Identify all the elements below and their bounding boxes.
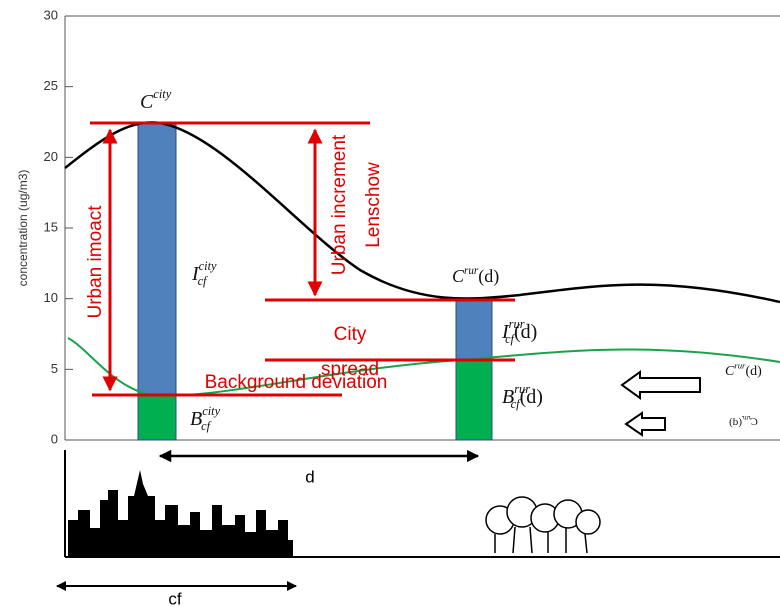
math-sup: rur xyxy=(734,360,746,370)
math-base: C xyxy=(140,91,154,113)
math-sub: cf xyxy=(198,274,208,288)
trees xyxy=(486,497,600,553)
city-skyline xyxy=(68,470,293,557)
hollow-arrow xyxy=(626,413,665,435)
math-suffix: (d) xyxy=(729,416,742,428)
y-tick-label: 5 xyxy=(51,361,58,376)
y-tick-label: 10 xyxy=(44,290,58,305)
math-sup: city xyxy=(199,259,217,273)
math-sup: city xyxy=(202,404,220,418)
city-background-bar xyxy=(138,395,176,440)
rural-background-bar xyxy=(456,360,492,440)
annotation: Urban increment xyxy=(329,134,350,275)
y-tick-label: 20 xyxy=(44,149,58,164)
math-sup: city xyxy=(153,87,171,101)
math-label: Crur(d) xyxy=(452,264,499,287)
diagram: concentration (ug/m3) 0 5 10 15 20 25 30 Urban… xyxy=(0,0,780,607)
annotation: Background deviation xyxy=(205,372,388,393)
annotation: Lenschow xyxy=(363,162,384,248)
y-axis-label: concentration (ug/m3) xyxy=(16,170,30,287)
y-tick-label: 0 xyxy=(51,431,58,446)
annotation: Urban imoact xyxy=(85,205,106,319)
rural-increment-bar xyxy=(456,300,492,360)
math-label: Crur(d) xyxy=(729,414,758,427)
math-label: Crur(d) xyxy=(725,360,762,379)
math-suffix: (d) xyxy=(514,321,537,343)
math-sub: cf xyxy=(201,419,211,433)
hollow-arrow xyxy=(622,372,700,398)
cf-label: cf xyxy=(168,589,182,607)
math-suffix: (d) xyxy=(520,386,543,408)
math-label: Ccity xyxy=(140,87,172,113)
math-sup: rur xyxy=(464,264,479,276)
y-tick-label: 30 xyxy=(44,7,58,22)
annotation: City xyxy=(334,324,367,345)
math-sup: rur xyxy=(742,414,751,421)
city-increment-bar xyxy=(138,123,176,395)
y-tick-label: 25 xyxy=(44,78,58,93)
math-suffix: (d) xyxy=(745,364,762,379)
y-tick-label: 15 xyxy=(44,219,58,234)
distance-label: d xyxy=(305,467,314,486)
math-suffix: (d) xyxy=(478,266,499,287)
